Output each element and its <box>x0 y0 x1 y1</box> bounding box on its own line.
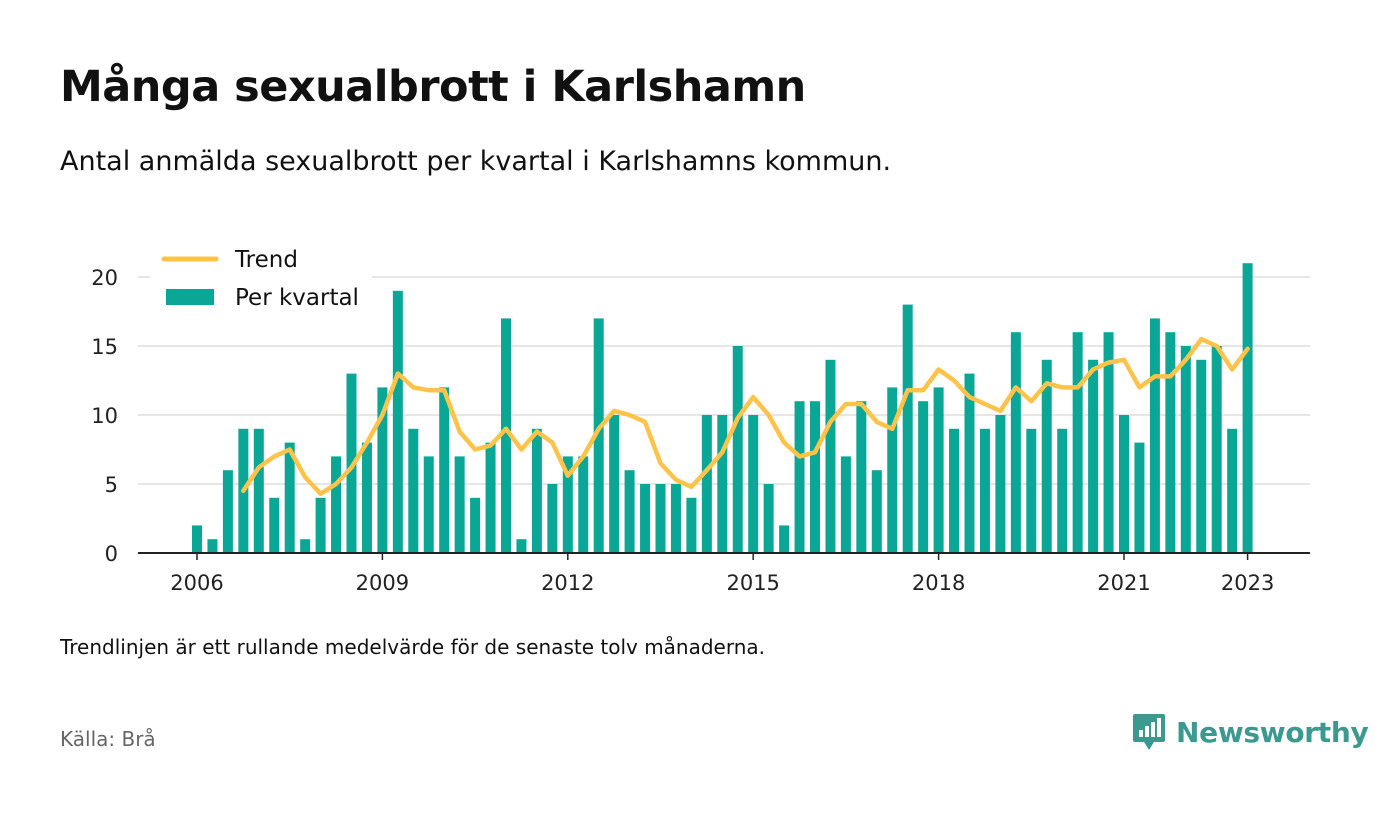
bar <box>1072 332 1083 553</box>
bar <box>933 387 944 553</box>
x-tick-label: 2009 <box>356 571 409 595</box>
bar <box>655 484 666 553</box>
bar <box>1227 428 1238 553</box>
bar <box>1196 359 1207 553</box>
bar <box>840 456 851 553</box>
bar <box>192 525 202 553</box>
bar <box>1134 442 1145 553</box>
bar <box>547 484 558 553</box>
bar <box>207 539 218 553</box>
bar <box>392 290 403 553</box>
newsworthy-logo-text: Newsworthy <box>1176 715 1369 749</box>
bar <box>1149 318 1160 553</box>
bar <box>516 539 527 553</box>
x-tick-label: 2018 <box>912 571 965 595</box>
chart-title: Många sexualbrott i Karlshamn <box>60 62 806 112</box>
x-tick-label: 2023 <box>1221 571 1274 595</box>
bar <box>593 318 604 553</box>
x-axis: 2006 2009 2012 2015 2018 2021 2023 <box>170 553 1274 595</box>
bar <box>454 456 465 553</box>
bar <box>779 525 790 553</box>
bar <box>1088 359 1099 553</box>
bar <box>284 442 295 553</box>
trend-line <box>241 336 1250 496</box>
bar <box>748 415 759 553</box>
bar <box>794 401 805 553</box>
bar <box>1057 428 1068 553</box>
chart-note: Trendlinjen är ett rullande medelvärde f… <box>60 635 766 659</box>
newsworthy-logo: Newsworthy <box>1132 712 1369 752</box>
bar <box>470 497 481 553</box>
legend-label-per-kvartal: Per kvartal <box>235 285 359 311</box>
newsworthy-logo-icon <box>1133 714 1165 750</box>
bar <box>918 401 929 553</box>
bar <box>531 428 542 553</box>
bar <box>856 401 867 553</box>
y-tick-label: 5 <box>105 473 118 497</box>
legend-bar-swatch <box>166 289 214 305</box>
source-label: Källa: Brå <box>60 727 156 751</box>
bar <box>1010 332 1021 553</box>
legend: Trend Per kvartal <box>150 238 372 320</box>
bar <box>1165 332 1176 553</box>
bar <box>222 470 233 553</box>
bar <box>377 387 388 553</box>
bar <box>439 387 450 553</box>
bar <box>763 484 774 553</box>
bar <box>1211 346 1222 553</box>
bar <box>871 470 882 553</box>
bar <box>501 318 511 553</box>
bar <box>964 373 975 553</box>
bar <box>361 442 372 553</box>
y-tick-label: 15 <box>91 335 118 359</box>
bar <box>732 346 743 553</box>
y-tick-label: 20 <box>91 266 118 290</box>
chart-subtitle: Antal anmälda sexualbrott per kvartal i … <box>60 146 892 177</box>
y-axis: 0 5 10 15 20 <box>91 266 118 566</box>
bar <box>331 456 342 553</box>
bar <box>902 304 913 553</box>
legend-background <box>150 238 372 320</box>
legend-label-trend: Trend <box>234 247 298 273</box>
bar <box>562 456 573 553</box>
bar <box>825 359 836 553</box>
bar <box>995 415 1006 553</box>
x-tick-label: 2021 <box>1097 571 1150 595</box>
bar <box>1180 346 1191 553</box>
bar <box>578 456 589 553</box>
bar <box>640 484 651 553</box>
chart: 0 5 10 15 20 2006 2009 2012 2015 2018 2021 2023 Tr… <box>91 238 1310 595</box>
bar <box>423 456 434 553</box>
bar <box>300 539 311 553</box>
bar <box>408 428 419 553</box>
bar <box>717 415 728 553</box>
bar <box>1242 263 1253 553</box>
bar <box>949 428 960 553</box>
bar <box>609 415 620 553</box>
bar <box>624 470 635 553</box>
bar <box>1103 332 1114 553</box>
bar <box>315 497 326 553</box>
y-tick-label: 0 <box>105 542 118 566</box>
bar <box>670 484 681 553</box>
bar <box>887 387 898 553</box>
bar <box>1026 428 1037 553</box>
bar <box>979 428 990 553</box>
bar <box>701 415 712 553</box>
x-tick-label: 2012 <box>541 571 594 595</box>
bar <box>485 442 496 553</box>
x-tick-label: 2015 <box>726 571 779 595</box>
bar <box>1041 359 1052 553</box>
bar <box>686 497 697 553</box>
bar <box>269 497 280 553</box>
y-tick-label: 10 <box>91 404 118 428</box>
bar <box>810 401 820 553</box>
bar <box>1119 415 1129 553</box>
x-tick-label: 2006 <box>170 571 223 595</box>
bar <box>253 428 264 553</box>
